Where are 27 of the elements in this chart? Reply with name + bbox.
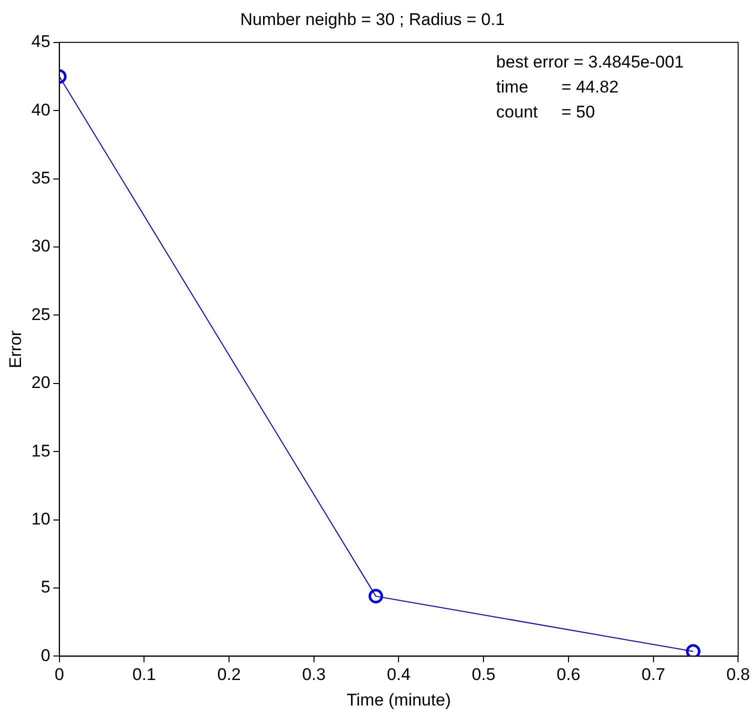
y-tick-label: 10 [31,509,50,528]
x-tick-label: 0.4 [386,665,411,684]
point [368,588,384,604]
y-tick-label: 15 [31,441,50,460]
x-tick-label: 0.3 [302,665,326,684]
chart-title: Number neighb = 30 ; Radius = 0.1 [240,10,505,29]
y-tick-label: 25 [31,304,50,324]
x-tick-label: 0.1 [132,665,156,684]
y-tick-label: 5 [40,578,50,597]
y-tick-label: 40 [31,100,50,120]
x-tick-label: 0.8 [726,665,750,684]
x-tick-label: 0.5 [472,665,496,684]
annotation: best error = 3.4845e-001 [496,52,684,72]
x-tick-label: 0 [54,665,64,684]
x-tick-label: 0.6 [556,665,580,684]
x-tick-label: 0.2 [217,665,241,684]
point [686,644,700,656]
y-axis-title: Error [6,330,25,368]
x-axis-title: Time (minute) [346,690,451,710]
y-tick-label: 30 [31,236,50,256]
x-tick-label: 0.7 [642,665,666,684]
y-tick-label: 45 [31,32,50,52]
y-tick-label: 0 [40,646,50,665]
annotation: count = 50 [496,102,595,122]
annotation: time = 44.82 [496,78,619,97]
y-tick-label: 20 [31,373,50,392]
y-tick-label: 35 [31,168,50,188]
